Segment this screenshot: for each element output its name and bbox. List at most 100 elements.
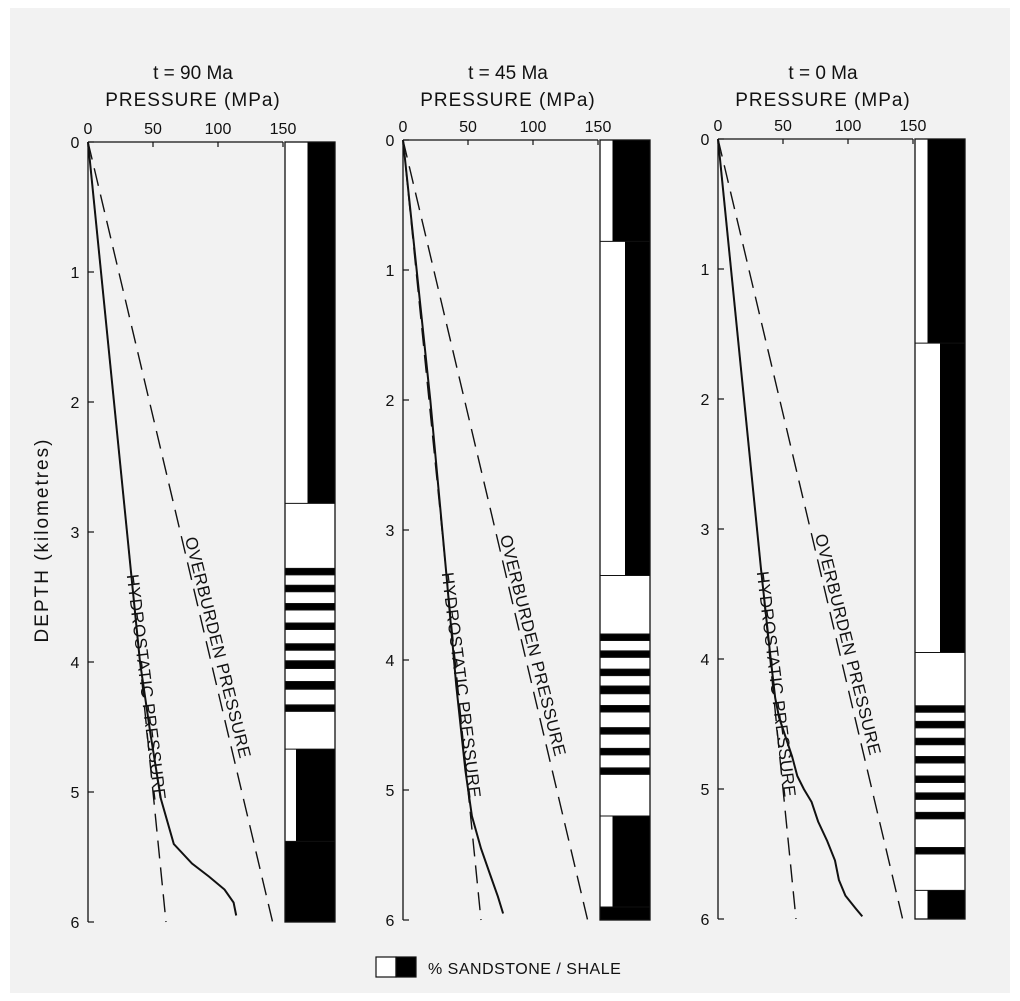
x-tick-label: 50 <box>459 119 477 136</box>
shale-band <box>915 738 965 745</box>
sandstone-band <box>915 854 965 891</box>
shale-band <box>285 841 335 922</box>
y-tick-label: 4 <box>386 653 395 670</box>
sandstone-band <box>600 640 650 651</box>
y-tick-label: 0 <box>701 132 710 149</box>
panel-subtitle: PRESSURE (MPa) <box>735 90 911 111</box>
overburden-pressure-line <box>87 141 274 923</box>
shale-band <box>600 669 650 676</box>
panel-1: t = 90 Ma PRESSURE (MPa) 0 50 100 150 0 1 2 3 4 5 6 H… <box>71 63 336 932</box>
overburden-pressure-line <box>402 139 589 921</box>
y-tick-label: 4 <box>701 652 710 669</box>
sandstone-band <box>915 139 928 344</box>
fluid-pressure-line <box>717 138 864 918</box>
shale-band <box>940 343 965 653</box>
shale-band <box>285 704 335 712</box>
legend-shale-swatch <box>395 956 417 978</box>
y-tick-label: 3 <box>386 523 395 540</box>
sandstone-band <box>915 890 928 919</box>
sandstone-band <box>285 142 308 504</box>
sandstone-band <box>600 675 650 686</box>
shale-band <box>915 812 965 819</box>
y-tick-label: 1 <box>386 263 395 280</box>
sandstone-band <box>600 575 650 634</box>
overburden-pressure-line <box>717 138 904 920</box>
shale-band <box>915 776 965 783</box>
sandstone-band <box>915 343 940 653</box>
sandstone-band <box>600 140 613 242</box>
sandstone-band <box>915 727 965 739</box>
lithology-column <box>914 138 966 920</box>
y-axis-title: DEPTH (kilometres) <box>32 438 53 643</box>
lithology-column <box>599 139 651 921</box>
sandstone-band <box>285 689 335 705</box>
panel-2: t = 45 Ma PRESSURE (MPa) 0 50 100 150 0 1 2 3 4 5 6 H… <box>386 63 651 930</box>
shale-band <box>285 603 335 610</box>
fluid-pressure-line <box>402 139 505 914</box>
x-tick-label: 150 <box>270 121 297 138</box>
y-tick-label: 2 <box>386 393 395 410</box>
shale-band <box>285 643 335 651</box>
panel-3: t = 0 Ma PRESSURE (MPa) 0 50 100 150 0 1 2 3 4 5 6 HY… <box>701 63 966 929</box>
sandstone-band <box>600 734 650 749</box>
sandstone-band <box>285 574 335 586</box>
shale-band <box>285 585 335 592</box>
shale-band <box>600 634 650 641</box>
panel-title: t = 0 Ma <box>788 63 858 84</box>
sandstone-band <box>915 763 965 776</box>
shale-band <box>307 142 335 504</box>
y-tick-label: 1 <box>701 262 710 279</box>
panel-title: t = 90 Ma <box>153 63 233 84</box>
sandstone-band <box>600 657 650 670</box>
sandstone-band <box>915 652 965 706</box>
shale-band <box>915 792 965 800</box>
x-tick-label: 50 <box>774 118 792 135</box>
y-tick-label: 3 <box>701 522 710 539</box>
shale-band <box>600 767 650 775</box>
overburden-label: OVERBURDEN PRESSURE <box>181 535 255 761</box>
sandstone-band <box>285 749 296 842</box>
x-tick-label: 0 <box>714 118 723 135</box>
shale-band <box>600 650 650 658</box>
sandstone-band <box>285 610 335 623</box>
x-tick-label: 0 <box>84 121 93 138</box>
sandstone-band <box>285 711 335 750</box>
x-tick-label: 100 <box>520 119 547 136</box>
shale-band <box>296 749 335 842</box>
y-tick-label: 6 <box>386 913 395 930</box>
shale-band <box>625 241 650 576</box>
shale-band <box>600 748 650 755</box>
x-tick-label: 150 <box>585 119 612 136</box>
hydrostatic-label: HYDROSTATIC PRESSURE <box>753 570 800 798</box>
sandstone-band <box>285 629 335 644</box>
shale-band <box>285 681 335 690</box>
x-tick-label: 50 <box>144 121 162 138</box>
shale-band <box>915 705 965 713</box>
shale-band <box>600 727 650 735</box>
sandstone-band <box>600 774 650 816</box>
shale-band <box>285 568 335 575</box>
shale-band <box>600 686 650 694</box>
shale-band <box>612 140 650 242</box>
sandstone-band <box>915 818 965 848</box>
y-tick-label: 0 <box>386 133 395 150</box>
sandstone-band <box>915 782 965 793</box>
lithology-column <box>284 141 336 923</box>
y-tick-label: 1 <box>71 265 80 282</box>
sandstone-band <box>285 650 335 661</box>
panel-title: t = 45 Ma <box>468 63 548 84</box>
y-tick-label: 5 <box>386 783 395 800</box>
shale-band <box>600 907 650 920</box>
overburden-label: OVERBURDEN PRESSURE <box>811 532 885 758</box>
sandstone-band <box>285 591 335 604</box>
figure-frame <box>10 8 1010 993</box>
sandstone-band <box>600 712 650 728</box>
shale-band <box>612 816 650 907</box>
panel-subtitle: PRESSURE (MPa) <box>105 90 281 111</box>
y-tick-label: 6 <box>71 915 80 932</box>
y-tick-label: 0 <box>71 135 80 152</box>
shale-band <box>285 623 335 630</box>
shale-band <box>600 705 650 712</box>
sandstone-band <box>915 744 965 757</box>
x-tick-label: 0 <box>399 119 408 136</box>
